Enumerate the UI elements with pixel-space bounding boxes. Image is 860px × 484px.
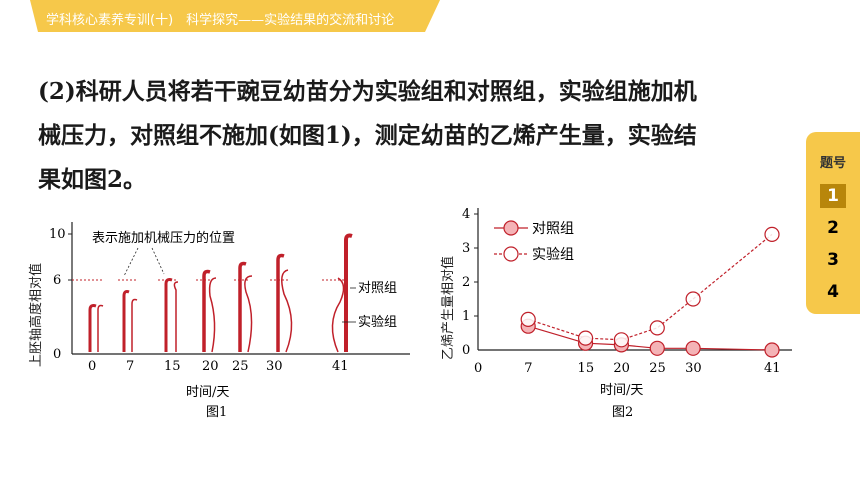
legend-label-control: 对照组 xyxy=(532,221,574,237)
fig2-ytick-label: 1 xyxy=(462,309,470,324)
fig1-label-control: 对照组 xyxy=(358,281,397,296)
fig2-ytick-label: 3 xyxy=(462,241,470,256)
fig1-label-experiment: 实验组 xyxy=(358,314,397,330)
fig2-point-experiment xyxy=(520,311,536,328)
question-line: (2)科研人员将若干豌豆幼苗分为实验组和对照组，实验组施加机 xyxy=(38,78,697,105)
fig2-point-experiment xyxy=(613,332,630,348)
fig2-point-control xyxy=(649,340,665,356)
fig2-ytick-label: 0 xyxy=(462,343,470,358)
fig2-point-experiment xyxy=(685,291,701,307)
fig2-caption: 图2 xyxy=(612,405,633,420)
question-text: (2)科研人员将若干豌豆幼苗分为实验组和对照组，实验组施加机 械压力，对照组不施… xyxy=(38,70,818,202)
fig1-ytick-label: 6 xyxy=(53,273,61,288)
legend-marker-experiment xyxy=(503,246,519,262)
header-bar: 学科核心素养专训(十) 科学探究——实验结果的交流和讨论 xyxy=(30,0,440,36)
fig2-xtick-label: 41 xyxy=(764,361,781,376)
figure-1: 上胚轴高度相对值 0 6 10 表示施加机械压力的位置 xyxy=(26,212,446,432)
fig1-ytick-label: 0 xyxy=(53,347,61,362)
fig2-series-line-control xyxy=(528,325,773,351)
fig1-xtick-label: 0 xyxy=(88,359,96,374)
legend-label-experiment: 实验组 xyxy=(532,247,574,263)
nav-item-1[interactable]: 1 xyxy=(820,184,846,208)
fig2-xtick-label: 0 xyxy=(474,361,482,376)
fig1-xlabel: 时间/天 xyxy=(186,385,229,400)
fig2-point-experiment xyxy=(764,226,780,243)
fig1-pressure-annotation: 表示施加机械压力的位置 xyxy=(92,230,235,246)
fig2-ytick-label: 2 xyxy=(462,275,470,290)
fig2-xtick-label: 25 xyxy=(649,361,666,376)
figure-2: 乙烯产生量相对值 0 1 2 3 4 0 7 15 20 25 30 41 对照组 实验组 时间/天… xyxy=(432,200,807,435)
fig2-xtick-label: 30 xyxy=(685,361,702,376)
fig2-xtick-label: 7 xyxy=(524,361,532,376)
question-line: 果如图2。 xyxy=(38,166,147,193)
fig1-xtick-label: 15 xyxy=(164,359,181,374)
fig2-series xyxy=(520,226,780,358)
fig2-point-control xyxy=(764,342,780,358)
fig2-xticks: 0 7 15 20 25 30 41 xyxy=(474,361,781,376)
legend-marker-control xyxy=(503,220,519,236)
fig1-annotation-arrows xyxy=(123,247,165,277)
header-bar-shape xyxy=(30,0,440,32)
fig2-point-control xyxy=(685,340,701,356)
fig1-xtick-label: 25 xyxy=(232,359,249,374)
fig2-yticks: 0 1 2 3 4 xyxy=(462,207,478,358)
fig1-ytick-label: 10 xyxy=(49,227,66,242)
fig1-xtick-label: 20 xyxy=(202,359,219,374)
fig1-ylabel: 上胚轴高度相对值 xyxy=(28,263,44,367)
fig2-xlabel: 时间/天 xyxy=(600,383,643,398)
question-line: 械压力，对照组不施加(如图1)，测定幼苗的乙烯产生量，实验结 xyxy=(38,122,697,149)
fig1-caption: 图1 xyxy=(206,405,227,420)
question-nav: 题号 1 2 3 4 xyxy=(806,132,860,314)
fig2-ylabel: 乙烯产生量相对值 xyxy=(440,256,456,360)
header-title: 学科核心素养专训(十) 科学探究——实验结果的交流和讨论 xyxy=(46,13,395,28)
fig2-point-experiment xyxy=(649,320,665,336)
fig2-series-line-experiment xyxy=(528,233,773,341)
fig2-xtick-label: 20 xyxy=(613,361,630,376)
question-nav-header: 题号 xyxy=(819,156,846,171)
fig2-ytick-label: 4 xyxy=(462,207,470,222)
nav-item-4[interactable]: 4 xyxy=(827,282,839,302)
nav-item-3[interactable]: 3 xyxy=(827,250,839,270)
fig1-xtick-label: 7 xyxy=(126,359,134,374)
nav-item-2[interactable]: 2 xyxy=(827,218,839,238)
fig1-xtick-label: 30 xyxy=(266,359,283,374)
fig2-xtick-label: 15 xyxy=(578,361,595,376)
fig2-point-experiment xyxy=(577,330,594,346)
fig2-legend: 对照组 实验组 xyxy=(494,220,574,263)
figure-2-chart: 乙烯产生量相对值 0 1 2 3 4 0 7 15 20 25 30 41 对照组 实验组 时间/天… xyxy=(440,207,792,420)
fig1-seedlings xyxy=(88,233,353,353)
fig1-xtick-label: 41 xyxy=(332,359,349,374)
figure-1-diagram: 上胚轴高度相对值 0 6 10 表示施加机械压力的位置 xyxy=(28,222,410,420)
